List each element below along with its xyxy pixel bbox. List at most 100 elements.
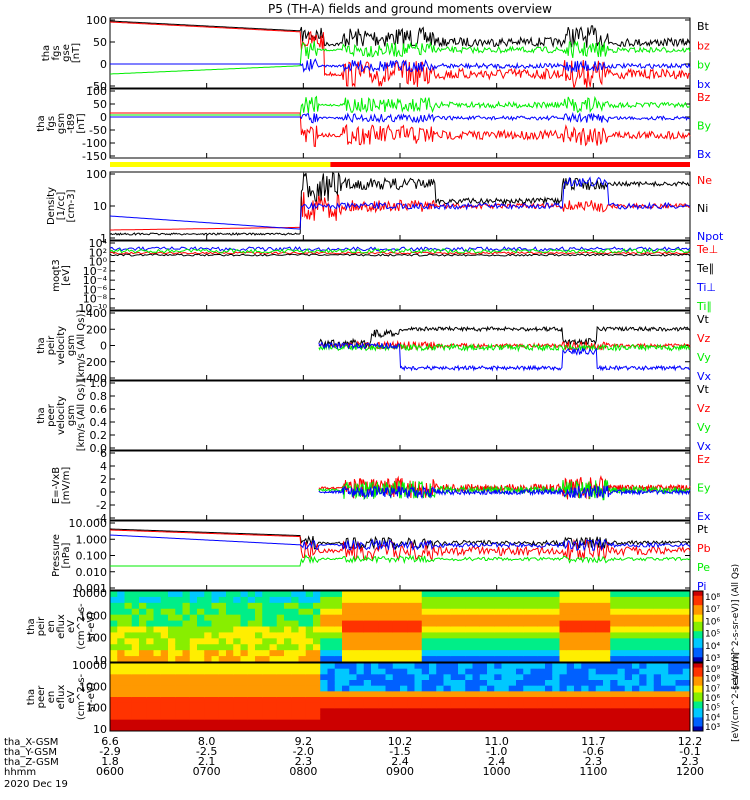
xaxis-tick-label: -1.5	[389, 745, 410, 758]
heatmap-cell	[646, 632, 655, 639]
heatmap-cell	[204, 674, 212, 681]
heatmap-cell	[559, 680, 568, 687]
heatmap-cell	[139, 725, 147, 732]
heatmap-cell	[211, 602, 220, 610]
ytick-label: 50	[93, 36, 107, 49]
colorbar-tick: 10⁵	[705, 704, 720, 714]
heatmap-cell	[443, 691, 452, 698]
heatmap-cell	[545, 725, 553, 732]
heatmap-cell	[421, 620, 430, 627]
heatmap-cell	[421, 614, 430, 622]
heatmap-cell	[117, 708, 125, 715]
heatmap-cell	[291, 725, 299, 732]
heatmap-cell	[574, 626, 582, 633]
heatmap-cell	[182, 638, 191, 645]
colorbar-cell	[693, 628, 703, 632]
heatmap-cell	[110, 685, 118, 692]
heatmap-cell	[211, 725, 220, 732]
heatmap-cell	[276, 663, 285, 670]
ytick-label: 0.4	[90, 416, 108, 429]
heatmap-cell	[327, 650, 336, 657]
heatmap-cell	[247, 708, 256, 715]
heatmap-cell	[327, 680, 336, 687]
heatmap-cell	[175, 685, 183, 692]
heatmap-cell	[407, 719, 415, 726]
heatmap-cell	[385, 668, 394, 675]
heatmap-cell	[124, 596, 133, 604]
heatmap-cell	[443, 725, 452, 732]
heatmap-cell	[334, 591, 343, 598]
heatmap-cell	[255, 644, 263, 651]
legend-pressure-2: Pe	[697, 561, 710, 574]
heatmap-cell	[581, 725, 589, 732]
heatmap-cell	[545, 591, 553, 598]
heatmap-cell	[530, 632, 539, 639]
heatmap-cell	[175, 663, 183, 670]
trace-Bz	[110, 112, 691, 148]
heatmap-cell	[552, 663, 560, 670]
heatmap-cell	[494, 697, 502, 704]
heatmap-cell	[668, 685, 676, 692]
ytick-label: 0	[100, 486, 107, 499]
heatmap-cell	[682, 596, 691, 604]
heatmap-cell	[516, 608, 524, 616]
heatmap-cell	[516, 725, 524, 732]
heatmap-cell	[566, 638, 575, 645]
heatmap-cell	[139, 685, 147, 692]
heatmap-cell	[545, 691, 553, 698]
heatmap-cell	[632, 614, 640, 622]
heatmap-cell	[668, 674, 676, 681]
heatmap-cell	[581, 602, 589, 610]
heatmap-cell	[523, 638, 531, 645]
heatmap-cell	[160, 719, 169, 726]
heatmap-cell	[639, 596, 647, 604]
ylabel-line: [km/s (All Qs)]	[76, 380, 87, 452]
heatmap-cell	[276, 719, 285, 726]
heatmap-cell	[168, 656, 176, 663]
heatmap-cell	[305, 632, 314, 639]
heatmap-cell	[334, 614, 343, 622]
heatmap-cell	[291, 680, 299, 687]
heatmap-cell	[407, 644, 415, 651]
heatmap-cell	[479, 685, 488, 692]
heatmap-cell	[443, 714, 452, 721]
heatmap-cell	[320, 650, 328, 657]
heatmap-cell	[574, 591, 582, 598]
heatmap-cell	[603, 668, 611, 675]
heatmap-cell	[400, 620, 408, 627]
heatmap-cell	[668, 638, 676, 645]
colorbar-cell	[693, 726, 703, 730]
heatmap-cell	[436, 702, 444, 709]
heatmap-cell	[414, 650, 423, 657]
heatmap-cell	[363, 644, 372, 651]
heatmap-cell	[537, 714, 546, 721]
heatmap-cell	[581, 591, 589, 598]
heatmap-cell	[392, 685, 401, 692]
heatmap-cell	[291, 691, 299, 698]
heatmap-cell	[204, 680, 212, 687]
colorbar-cell	[693, 719, 703, 723]
heatmap-cell	[182, 626, 191, 633]
heatmap-cell	[508, 614, 517, 622]
colorbar-label: [eV/(cm^2-s-sr-eV)]	[731, 652, 741, 742]
ytick-label: 6	[100, 447, 107, 460]
heatmap-cell	[276, 602, 285, 610]
heatmap-cell	[305, 626, 314, 633]
ytick-label: 10	[93, 200, 107, 213]
heatmap-cell	[175, 656, 183, 663]
heatmap-cell	[639, 632, 647, 639]
colorbar-frame	[692, 590, 704, 663]
heatmap-cell	[298, 702, 307, 709]
heatmap-cell	[501, 591, 510, 598]
heatmap-cell	[661, 644, 669, 651]
heatmap-cell	[436, 596, 444, 604]
heatmap-cell	[378, 650, 386, 657]
heatmap-cell	[421, 685, 430, 692]
heatmap-cell	[139, 620, 147, 627]
colorbar-cell	[693, 609, 703, 613]
heatmap-cell	[146, 632, 154, 639]
heatmap-cell	[189, 708, 198, 715]
legend-pressure-0: Pt	[697, 523, 709, 536]
